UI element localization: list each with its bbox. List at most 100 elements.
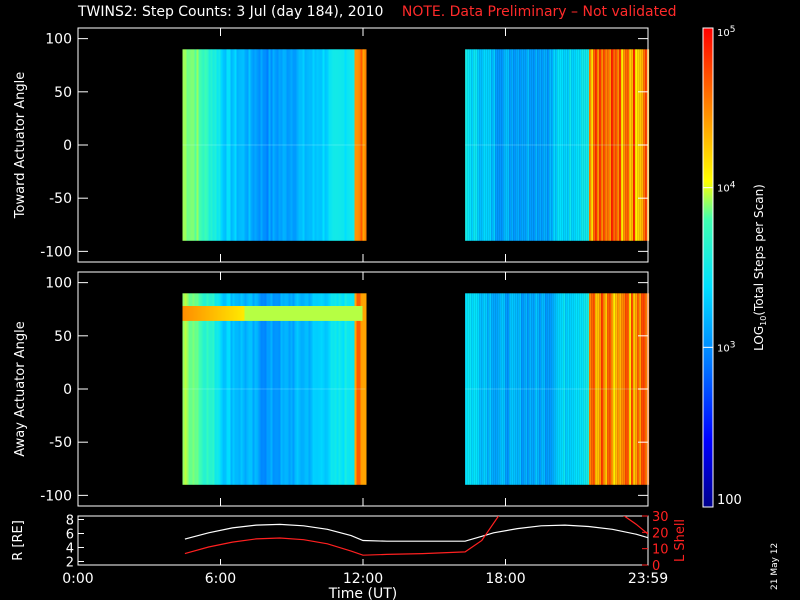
heatmap-column: [190, 293, 193, 485]
heatmap-column: [529, 293, 532, 485]
heatmap-column: [336, 293, 339, 485]
heatmap-column: [591, 49, 594, 241]
orbit-right-tick-label: 20: [652, 526, 669, 541]
heatmap-column: [332, 293, 335, 485]
heatmap-band: [292, 306, 295, 321]
heatmap-column: [302, 49, 305, 241]
heatmap-column: [575, 293, 578, 485]
heatmap-column: [621, 49, 624, 241]
heatmap-band: [332, 306, 335, 321]
heatmap-column: [607, 293, 610, 485]
heatmap-column: [523, 293, 526, 485]
heatmap-column: [280, 49, 283, 241]
heatmap-column: [485, 293, 488, 485]
heatmap-band: [242, 306, 245, 321]
heatmap-column: [527, 49, 530, 241]
heatmap-column: [246, 49, 249, 241]
heatmap-band: [244, 306, 247, 321]
heatmap-column: [362, 49, 365, 241]
heatmap-column: [268, 49, 271, 241]
heatmap-column: [505, 49, 508, 241]
heatmap-column: [563, 293, 566, 485]
heatmap-column: [260, 49, 263, 241]
heatmap-column: [254, 293, 257, 485]
heatmap-column: [352, 293, 355, 485]
heatmap-column: [310, 49, 313, 241]
heatmap-column: [182, 49, 185, 241]
heatmap-column: [603, 49, 606, 241]
heatmap-band: [302, 306, 305, 321]
heatmap-column: [230, 293, 233, 485]
heatmap-column: [322, 293, 325, 485]
heatmap-column: [499, 49, 502, 241]
heatmap-band: [358, 306, 361, 321]
heatmap-band: [192, 306, 195, 321]
heatmap-column: [342, 49, 345, 241]
heatmap-column: [607, 49, 610, 241]
heatmap-column: [555, 49, 558, 241]
heatmap-column: [296, 49, 299, 241]
heatmap-band: [262, 306, 265, 321]
heatmap-column: [633, 293, 636, 485]
heatmap-column: [581, 49, 584, 241]
heatmap-column: [561, 293, 564, 485]
heatmap-column: [537, 49, 540, 241]
heatmap-column: [565, 293, 568, 485]
heatmap-band: [232, 306, 235, 321]
heatmap-column: [633, 49, 636, 241]
heatmap-column: [465, 49, 468, 241]
heatmap-band: [218, 306, 221, 321]
orbit-left-tick-label: 2: [66, 556, 74, 571]
heatmap-column: [487, 49, 490, 241]
heatmap-column: [256, 293, 259, 485]
heatmap-column: [507, 49, 510, 241]
heatmap-column: [236, 49, 239, 241]
heatmap-band: [236, 306, 239, 321]
heatmap-column: [535, 49, 538, 241]
heatmap-column: [579, 49, 582, 241]
heatmap-band: [258, 306, 261, 321]
heatmap-column: [272, 49, 275, 241]
heatmap-column: [246, 293, 249, 485]
heatmap-column: [615, 293, 618, 485]
heatmap-column: [288, 293, 291, 485]
heatmap-column: [258, 49, 261, 241]
colorbar: 105 104 103 100 LOG10(Total Steps per Scan): [702, 25, 768, 508]
date-stamp: 21 May 12: [770, 542, 780, 590]
heatmap-column: [334, 49, 337, 241]
heatmap-band: [196, 306, 199, 321]
heatmap-column: [278, 49, 281, 241]
heatmap-column: [563, 49, 566, 241]
heatmap-column: [571, 49, 574, 241]
heatmap-column: [543, 49, 546, 241]
orbit-left-label: R [RE]: [11, 520, 26, 561]
heatmap-band: [222, 306, 225, 321]
heatmap-column: [270, 49, 273, 241]
heatmap-column: [541, 293, 544, 485]
heatmap-column: [198, 49, 201, 241]
heatmap-column: [469, 293, 472, 485]
heatmap-column: [282, 293, 285, 485]
heatmap-column: [521, 49, 524, 241]
heatmap-column: [565, 49, 568, 241]
heatmap-column: [236, 293, 239, 485]
heatmap-band: [226, 306, 229, 321]
heatmap-column: [326, 293, 329, 485]
heatmap-band: [356, 306, 359, 321]
heatmap-column: [232, 293, 235, 485]
heatmap-column: [212, 49, 215, 241]
heatmap-column: [344, 293, 347, 485]
heatmap-column: [286, 293, 289, 485]
y-tick-label: -50: [49, 191, 72, 207]
x-tick-label: 23:59: [628, 571, 668, 587]
heatmap-column: [342, 293, 345, 485]
heatmap-column: [593, 293, 596, 485]
heatmap-column: [635, 49, 638, 241]
heatmap-column: [467, 49, 470, 241]
heatmap-column: [294, 293, 297, 485]
heatmap-column: [196, 293, 199, 485]
heatmap-column: [535, 293, 538, 485]
heatmap-column: [274, 49, 277, 241]
heatmap-column: [318, 293, 321, 485]
